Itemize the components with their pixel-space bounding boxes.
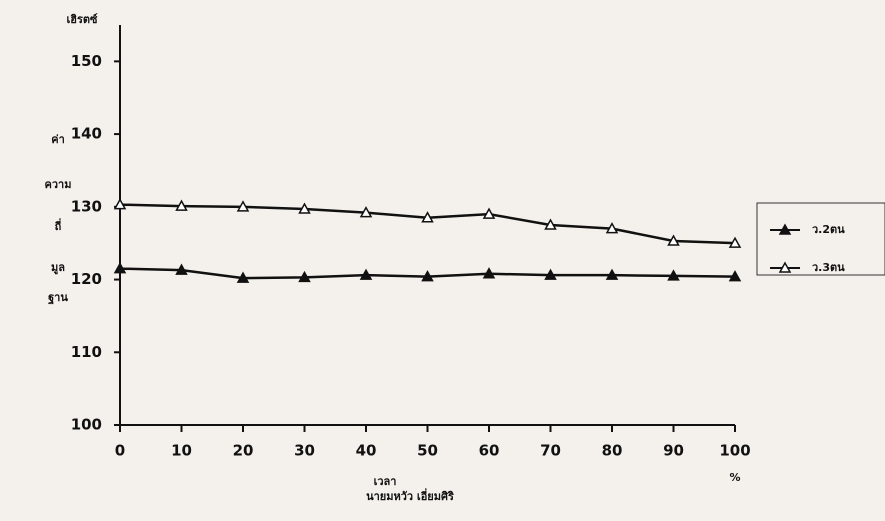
y-label: ฐาน xyxy=(48,291,68,305)
point-marker xyxy=(113,262,127,274)
x-tick-label: 30 xyxy=(294,442,315,460)
point-marker xyxy=(728,236,742,248)
point-marker xyxy=(236,271,250,283)
x-tick-label: 100 xyxy=(719,442,750,460)
y-tick-label: 150 xyxy=(71,52,102,70)
x-tick-label: 70 xyxy=(540,442,561,460)
point-marker xyxy=(298,202,311,214)
x-tick-label: 40 xyxy=(356,442,377,460)
point-marker xyxy=(544,218,557,230)
legend-label: ว.3ตน xyxy=(812,261,845,274)
point-marker xyxy=(605,222,619,234)
legend-marker xyxy=(778,223,792,235)
point-marker xyxy=(667,269,680,281)
point-marker xyxy=(605,268,619,280)
point-marker xyxy=(175,199,188,211)
y-tick-label: 130 xyxy=(71,197,102,215)
legend-label: ว.2ตน xyxy=(812,223,845,236)
point-marker xyxy=(728,270,742,282)
legend-box xyxy=(756,202,885,276)
point-marker xyxy=(359,206,373,218)
point-marker xyxy=(113,198,127,210)
x-tick-label: 90 xyxy=(663,442,684,460)
point-marker xyxy=(544,268,557,280)
point-marker xyxy=(175,263,188,275)
note: นายมหวัว เอี่ยมศิริ xyxy=(366,488,454,503)
point-marker xyxy=(236,200,250,212)
x-tick-label: 0 xyxy=(115,442,125,460)
point-marker xyxy=(421,270,434,282)
legend-marker xyxy=(778,261,792,273)
y-tick-label: 140 xyxy=(71,125,102,143)
x-label: เวลา xyxy=(374,475,397,488)
y-tick-label: 110 xyxy=(71,343,102,361)
x-tick-label: 80 xyxy=(602,442,623,460)
y-label: ความ xyxy=(45,178,72,191)
point-marker xyxy=(359,268,373,280)
y-label: ถี่ xyxy=(54,218,61,233)
point-marker xyxy=(421,211,434,223)
x-tick-label: 10 xyxy=(171,442,192,460)
point-marker xyxy=(667,234,680,246)
y-tick-label: 120 xyxy=(71,270,102,288)
y-label: มูล xyxy=(51,261,65,275)
point-marker xyxy=(482,207,496,219)
y-tick-label: 100 xyxy=(71,416,102,434)
x-tick-label: 20 xyxy=(233,442,254,460)
point-marker xyxy=(482,267,496,279)
x-tick-label: 50 xyxy=(417,442,438,460)
y-unit: เฮิรตซ์ xyxy=(67,13,99,26)
point-marker xyxy=(298,270,311,283)
y-label: ค่า xyxy=(51,133,65,146)
x-unit: % xyxy=(729,471,740,484)
x-tick-label: 60 xyxy=(479,442,500,460)
